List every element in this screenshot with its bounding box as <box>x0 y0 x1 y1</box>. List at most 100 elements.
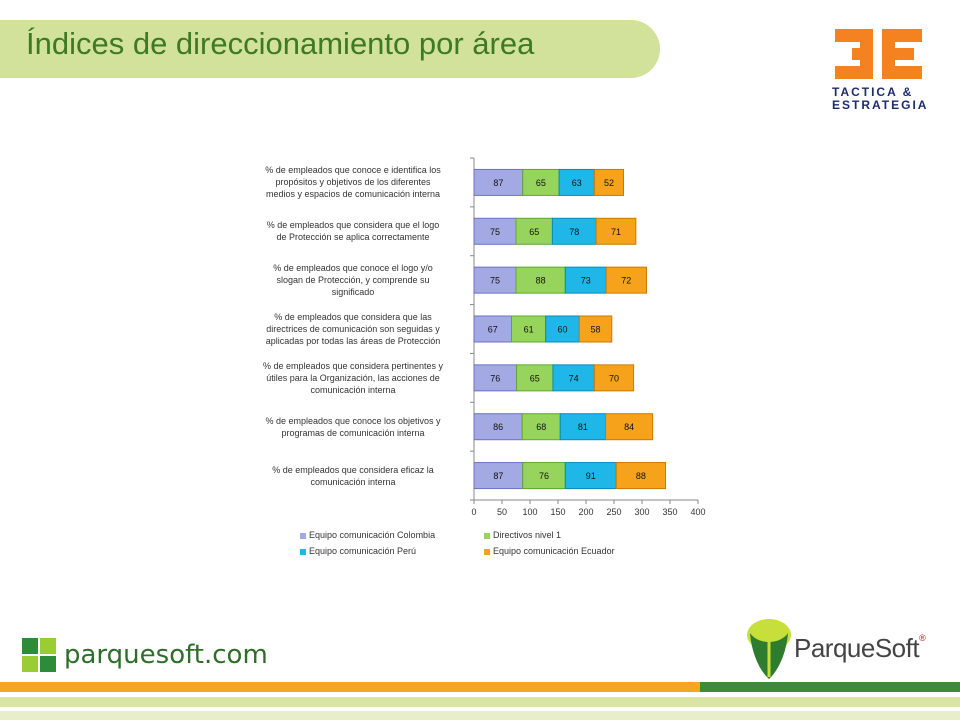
bar-segment <box>521 413 561 441</box>
bar-data-label: 87 <box>493 471 503 481</box>
page-title: Índices de direccionamiento por área <box>26 26 535 61</box>
bar-segment <box>558 168 595 196</box>
x-tick-label: 350 <box>662 507 677 517</box>
logo-line1: TACTICA & <box>832 85 914 99</box>
bar-data-label: 73 <box>581 276 591 286</box>
bar-data-label: 60 <box>557 325 567 335</box>
category-label-line: % de empleados que considera que el logo <box>266 220 440 231</box>
bar-segment <box>595 217 637 245</box>
legend-item-ecuador: Equipo comunicación Ecuador <box>484 546 615 557</box>
bar-segment <box>564 462 617 490</box>
category-label-line: directrices de comunicación son seguidas… <box>266 324 440 334</box>
bar-segment <box>511 315 547 343</box>
legend-swatch-ecuador <box>484 548 490 555</box>
category-label-line: aplicadas por todas las áreas de Protecc… <box>265 336 441 346</box>
legend-label: Equipo comunicación Colombia <box>309 530 436 540</box>
legend-item-colombia: Equipo comunicación Colombia <box>300 530 435 541</box>
bar-data-label: 65 <box>536 178 546 188</box>
legend-swatch-directivos <box>484 532 490 539</box>
x-tick-label: 300 <box>634 507 649 517</box>
category-label-line: significado <box>331 287 375 298</box>
logo-line2: ESTRATEGIA <box>832 98 929 112</box>
category-label: % de empleados que conoce los objetivos … <box>236 415 470 439</box>
category-label: % de empleados que considera pertinentes… <box>236 360 470 396</box>
legend-item-directivos: Directivos nivel 1 <box>484 530 561 541</box>
category-label: % de empleados que considera que las dire… <box>236 311 470 347</box>
x-tick-label: 400 <box>690 507 705 517</box>
footer-bar-lighter <box>0 711 960 720</box>
bar-data-label: 75 <box>490 227 500 237</box>
x-tick-label: 200 <box>578 507 593 517</box>
bar-data-label: 52 <box>604 178 614 188</box>
brand-name: ParqueSoft <box>794 633 920 663</box>
bar-data-label: 70 <box>609 373 619 383</box>
category-label: % de empleados que considera que el logo… <box>236 219 470 243</box>
bar-data-label: 88 <box>636 471 646 481</box>
parquesoft-brand: ParqueSoft® <box>794 633 926 664</box>
tactica-estrategia-text: TACTICA & ESTRATEGIA <box>832 86 932 112</box>
footer-bar-orange <box>0 682 700 692</box>
bar-segment <box>545 315 580 343</box>
parquesoft-squares-icon <box>22 638 56 672</box>
parquesoft-site-text: parquesoft.com <box>64 640 268 670</box>
bar-data-label: 67 <box>488 325 498 335</box>
footer-bar-green <box>700 682 960 692</box>
category-label-line: propósitos y objetivos de los diferentes <box>275 177 431 188</box>
category-label-line: útiles para la Organización, las accione… <box>266 372 440 383</box>
category-label-line: % de empleados que conoce los objetivos … <box>265 415 441 426</box>
x-tick-label: 150 <box>550 507 565 517</box>
bar-data-label: 68 <box>536 422 546 432</box>
parquesoft-logo: ParqueSoft® <box>744 615 944 685</box>
bar-segment <box>473 217 517 245</box>
bar-data-label: 65 <box>530 373 540 383</box>
legend-swatch-peru <box>300 548 306 555</box>
bar-data-label: 91 <box>586 471 596 481</box>
parquesoft-leaf-icon <box>747 619 791 679</box>
bar-data-label: 75 <box>490 276 500 286</box>
bar-data-label: 81 <box>578 422 588 432</box>
bar-data-label: 74 <box>569 373 579 383</box>
bar-segment <box>522 462 566 490</box>
title-bar <box>0 20 660 78</box>
category-label-line: medios y espacios de comunicación intern… <box>265 189 441 200</box>
bar-segment <box>615 462 667 490</box>
category-label-line: comunicación interna <box>310 476 396 487</box>
legend-label: Equipo comunicación Ecuador <box>493 546 615 556</box>
bar-data-label: 58 <box>591 325 601 335</box>
legend-label: Directivos nivel 1 <box>493 530 562 540</box>
bar-segment <box>605 266 647 294</box>
legend-label: Equipo comunicación Perú <box>309 546 417 556</box>
bar-segment <box>473 266 517 294</box>
bar-data-label: 76 <box>490 373 500 383</box>
category-label-line: comunicación interna <box>310 384 396 395</box>
legend-item-peru: Equipo comunicación Perú <box>300 546 416 557</box>
x-tick-label: 0 <box>471 507 476 517</box>
chart-legend: Equipo comunicación Colombia Directivos … <box>300 530 660 564</box>
bar-data-label: 76 <box>539 471 549 481</box>
category-label-line: % de empleados que conoce el logo y/o <box>273 263 433 274</box>
bar-segment <box>473 168 524 196</box>
tactica-estrategia-logo <box>835 29 922 79</box>
bar-segment <box>473 462 524 490</box>
bar-data-label: 78 <box>569 227 579 237</box>
bar-data-label: 61 <box>524 325 534 335</box>
bar-data-label: 71 <box>611 227 621 237</box>
bar-segment <box>593 364 635 392</box>
x-tick-label: 100 <box>522 507 537 517</box>
bar-segment <box>473 413 523 441</box>
bar-segment <box>473 315 513 343</box>
bar-data-label: 72 <box>621 276 631 286</box>
bar-segment <box>516 364 554 392</box>
category-label-line: % de empleados que conoce e identifica l… <box>265 165 441 176</box>
bar-data-label: 84 <box>624 422 634 432</box>
bar-segment <box>605 413 654 441</box>
category-label-line: % de empleados que considera eficaz la <box>272 464 434 475</box>
x-tick-label: 250 <box>606 507 621 517</box>
category-label-line: % de empleados que considera que las <box>274 312 432 322</box>
x-tick-label: 50 <box>497 507 507 517</box>
category-label: % de empleados que considera eficaz la co… <box>236 464 470 488</box>
bar-data-label: 88 <box>536 276 546 286</box>
category-label: % de empleados que conoce e identifica l… <box>236 164 470 200</box>
bar-segment <box>564 266 607 294</box>
